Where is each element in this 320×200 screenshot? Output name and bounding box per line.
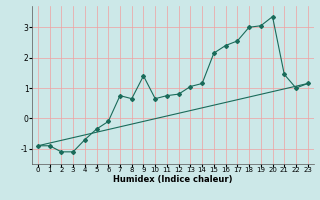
X-axis label: Humidex (Indice chaleur): Humidex (Indice chaleur): [113, 175, 233, 184]
